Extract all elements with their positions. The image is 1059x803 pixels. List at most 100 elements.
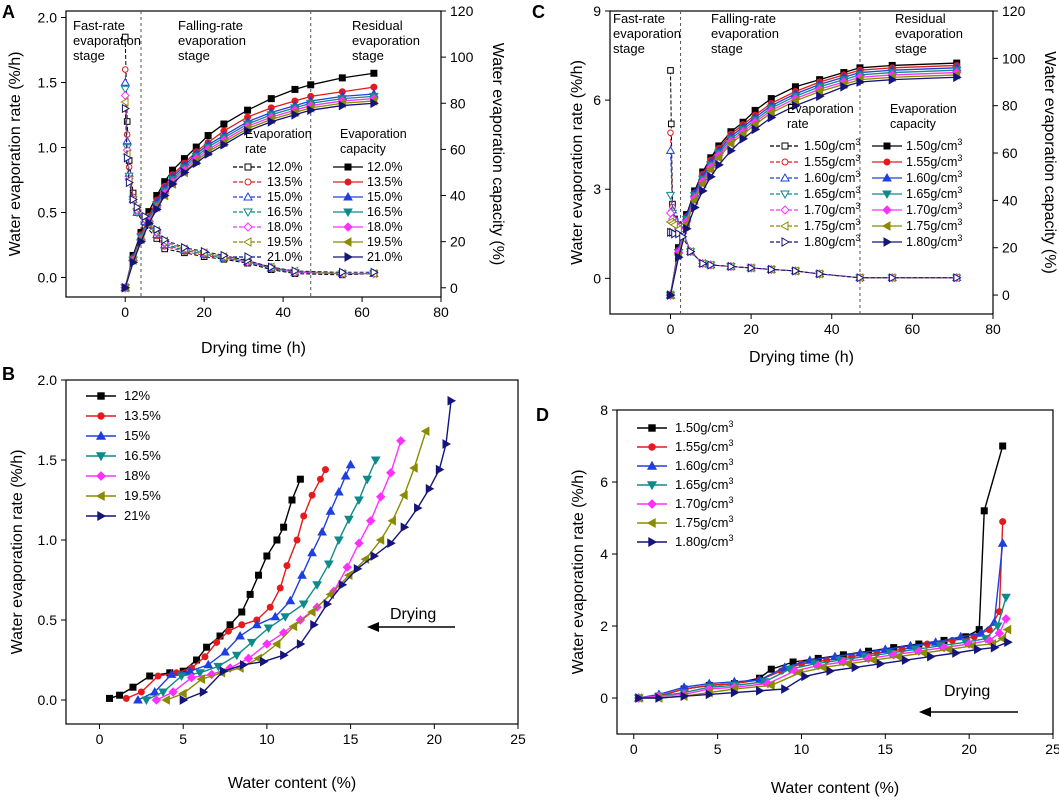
- capacity-point: [713, 152, 723, 163]
- data-point: [325, 506, 336, 515]
- legend-rate-label: 13.5%: [267, 175, 302, 189]
- legend-label: 1.80g/cm3: [675, 533, 734, 549]
- data-point: [868, 655, 878, 666]
- rate-point: [339, 267, 348, 277]
- data-point: [255, 571, 263, 579]
- legend-capacity-marker: [883, 142, 891, 150]
- legend-title-capacity: capacity: [340, 142, 387, 156]
- legend-sup: 3: [855, 153, 860, 163]
- y-axis-label: Water evaporation rate (%/h): [7, 52, 24, 257]
- rate-point: [129, 194, 138, 205]
- legend-sup: 3: [957, 201, 962, 211]
- legend-sup: 3: [957, 217, 962, 227]
- legend-sup: 3: [728, 419, 733, 429]
- data-point: [260, 656, 269, 667]
- legend-capacity-label: 21.0%: [367, 250, 402, 264]
- capacity-point: [816, 91, 825, 102]
- y-axis-label: Water evaporation rate (%/h): [570, 470, 587, 675]
- y2-tick-label: 0: [450, 280, 458, 296]
- stage-label: Falling-rate: [711, 11, 776, 26]
- rate-point: [953, 273, 962, 283]
- data-point: [826, 666, 835, 676]
- rate-point: [133, 202, 142, 212]
- legend-marker: [97, 392, 105, 400]
- data-point: [999, 442, 1007, 450]
- stage-label: stage: [352, 48, 384, 63]
- stage-label: stage: [613, 41, 645, 56]
- legend-label: 1.50g/cm3: [675, 419, 734, 435]
- legend-label: 12%: [124, 388, 150, 403]
- data-point: [362, 475, 373, 485]
- data-point: [1001, 614, 1011, 624]
- capacity-point: [856, 77, 865, 87]
- y-tick-label: 0: [593, 270, 601, 286]
- y-tick-label: 1.0: [38, 140, 58, 156]
- data-point: [149, 686, 160, 696]
- legend-capacity-label: 16.5%: [367, 205, 402, 219]
- data-point: [342, 562, 352, 572]
- capacity-point: [121, 282, 131, 293]
- legend-capacity-label: 12.0%: [367, 160, 402, 174]
- data-point: [178, 688, 187, 699]
- capacity-point: [739, 133, 749, 144]
- data-point: [396, 436, 406, 446]
- capacity-point: [267, 95, 275, 103]
- data-point: [238, 621, 246, 629]
- data-point: [354, 538, 364, 548]
- stage-label: evaporation: [895, 26, 963, 41]
- legend-sup: 3: [728, 514, 733, 524]
- data-point: [635, 693, 644, 703]
- data-point: [196, 674, 206, 685]
- stage-label: Fast-rate: [73, 18, 125, 33]
- data-point: [325, 589, 335, 600]
- data-point: [655, 693, 664, 703]
- y2-tick-label: 60: [450, 141, 466, 157]
- rate-point: [141, 211, 150, 222]
- legend-sup: 3: [957, 233, 962, 243]
- x-tick-label: 5: [179, 731, 187, 747]
- legend-capacity-marker: [883, 237, 893, 247]
- data-point: [353, 563, 363, 574]
- data-point: [409, 463, 418, 473]
- panel-a: A 0 20 40 60 80 0.0 0.5 1.0 1.5 2.0 Drying time (h)…: [2, 2, 506, 357]
- legend-sup: 3: [728, 533, 733, 543]
- rate-point: [121, 66, 129, 73]
- data-point: [151, 695, 162, 705]
- legend-marker: [647, 499, 657, 509]
- data-point: [952, 648, 961, 658]
- stage-label: Residual: [352, 18, 403, 33]
- legend-marker: [95, 430, 107, 440]
- legend-capacity-label: 1.65g/cm3: [906, 185, 962, 201]
- data-point: [990, 642, 1000, 653]
- panel-b: B 0 5 10 15 20 25 0.0 0.5 1.0 1.5 2.0 Water content …: [2, 364, 526, 792]
- legend-label: 21%: [124, 508, 150, 523]
- capacity-point: [767, 112, 777, 123]
- stage-label: Falling-rate: [178, 18, 243, 33]
- y2-tick-label: 40: [450, 188, 466, 204]
- data-point: [442, 439, 452, 449]
- x-axis-label: Water content (%): [771, 780, 899, 797]
- capacity-point: [161, 190, 170, 201]
- series-21.0%: [121, 98, 379, 293]
- data-point: [276, 584, 284, 592]
- stage-label: evaporation: [178, 33, 246, 48]
- data-point: [186, 672, 197, 683]
- data-point: [300, 512, 308, 520]
- rate-point: [120, 77, 130, 86]
- y-tick-label: 8: [600, 402, 608, 418]
- data-point: [288, 496, 296, 504]
- y-axis-label: Water evaporation rate (%/h): [569, 60, 586, 265]
- panel-label: B: [2, 364, 15, 384]
- legend-title-rate: Evaporation: [787, 102, 854, 116]
- rate-point: [888, 273, 898, 283]
- capacity-point: [691, 202, 700, 213]
- capacity-point: [180, 167, 190, 178]
- legend-label: 1.70g/cm3: [675, 495, 734, 511]
- legend-sup: 3: [957, 185, 962, 195]
- rate-point: [123, 153, 132, 163]
- capacity-point: [953, 72, 962, 83]
- legend-sup: 3: [855, 137, 860, 147]
- legend: EvaporationrateEvaporationcapacity1.50g/…: [770, 102, 962, 249]
- capacity-point: [192, 158, 202, 169]
- capacity-point: [699, 186, 708, 196]
